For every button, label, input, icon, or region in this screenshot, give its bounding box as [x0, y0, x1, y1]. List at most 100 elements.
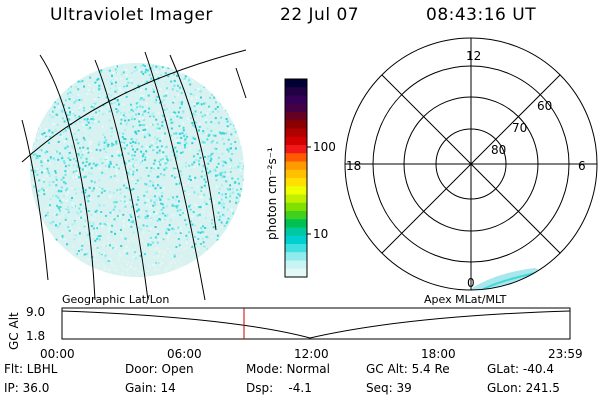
disc-pixel [144, 158, 147, 161]
disc-pixel [213, 263, 216, 266]
disc-pixel [63, 252, 66, 255]
disc-pixel [231, 221, 234, 224]
disc-pixel [125, 269, 128, 272]
disc-pixel [38, 127, 41, 130]
disc-pixel [163, 126, 166, 129]
disc-pixel [224, 74, 226, 77]
disc-pixel [98, 167, 101, 170]
disc-pixel [103, 244, 105, 247]
disc-pixel [199, 76, 202, 79]
disc-pixel [56, 204, 58, 207]
disc-pixel [77, 154, 80, 157]
disc-pixel [160, 202, 162, 205]
disc-pixel [103, 141, 106, 144]
disc-pixel [236, 258, 239, 261]
disc-pixel [203, 262, 206, 265]
disc-pixel [162, 250, 165, 253]
disc-pixel [151, 68, 154, 71]
disc-pixel [135, 102, 138, 105]
disc-pixel [117, 150, 119, 153]
disc-pixel [55, 95, 58, 97]
disc-pixel [104, 276, 106, 277]
disc-pixel [138, 124, 141, 127]
mlat-label-80: 80 [491, 143, 506, 157]
disc-pixel [215, 166, 218, 169]
disc-pixel [128, 122, 131, 125]
disc-pixel [226, 215, 229, 218]
disc-pixel [209, 113, 212, 116]
disc-pixel [84, 268, 87, 271]
disc-pixel [140, 97, 143, 100]
disc-pixel [58, 216, 61, 219]
disc-pixel [165, 232, 168, 235]
disc-pixel [237, 255, 240, 258]
disc-pixel [32, 122, 35, 125]
disc-pixel [70, 83, 73, 85]
disc-pixel [60, 178, 63, 181]
disc-pixel [87, 121, 90, 124]
disc-pixel [126, 171, 129, 174]
disc-pixel [189, 107, 192, 110]
disc-pixel [85, 157, 88, 160]
disc-pixel [227, 235, 230, 237]
disc-pixel [32, 76, 35, 79]
disc-pixel [67, 207, 70, 210]
disc-pixel [196, 102, 198, 105]
disc-pixel [84, 175, 87, 178]
disc-pixel [211, 222, 214, 225]
disc-pixel [241, 257, 244, 259]
disc-pixel [119, 200, 122, 202]
disc-pixel [79, 238, 81, 241]
disc-pixel [233, 247, 236, 250]
disc-pixel [233, 218, 236, 221]
disc-pixel [94, 258, 96, 261]
disc-pixel [83, 109, 86, 112]
disc-pixel [84, 219, 87, 222]
disc-pixel [40, 97, 43, 100]
disc-pixel [185, 241, 188, 244]
disc-pixel [110, 102, 113, 105]
disc-pixel [42, 149, 45, 152]
disc-pixel [172, 121, 175, 124]
disc-pixel [111, 130, 114, 133]
y-tick-1-8: 1.8 [26, 329, 45, 343]
disc-pixel [189, 63, 191, 66]
disc-pixel [157, 235, 160, 237]
disc-pixel [118, 229, 121, 232]
disc-pixel [69, 121, 72, 124]
disc-pixel [98, 252, 101, 255]
disc-pixel [98, 66, 101, 69]
disc-pixel [123, 160, 125, 163]
disc-pixel [84, 261, 86, 264]
disc-pixel [98, 179, 101, 182]
disc-pixel [230, 244, 233, 247]
disc-pixel [243, 131, 244, 134]
disc-pixel [38, 155, 41, 158]
disc-pixel [215, 152, 218, 155]
disc-pixel [55, 178, 58, 181]
disc-pixel [140, 65, 143, 68]
disc-pixel [144, 182, 146, 185]
disc-pixel [194, 64, 197, 67]
disc-pixel [66, 63, 69, 66]
disc-pixel [103, 158, 106, 161]
disc-pixel [59, 133, 62, 136]
disc-pixel [58, 266, 61, 269]
disc-pixel [45, 91, 48, 94]
disc-pixel [238, 201, 241, 203]
colorbar-band [285, 87, 307, 97]
disc-pixel [50, 252, 53, 255]
disc-pixel [202, 132, 205, 135]
disc-pixel [97, 120, 100, 123]
disc-pixel [70, 71, 73, 73]
disc-pixel [100, 252, 103, 255]
disc-pixel [229, 195, 232, 198]
disc-pixel [31, 117, 34, 120]
disc-pixel [174, 267, 177, 270]
disc-pixel [125, 187, 128, 189]
disc-pixel [202, 225, 204, 228]
disc-pixel [48, 119, 51, 122]
disc-pixel [56, 264, 58, 267]
disc-pixel [107, 167, 110, 170]
disc-pixel [179, 180, 181, 183]
